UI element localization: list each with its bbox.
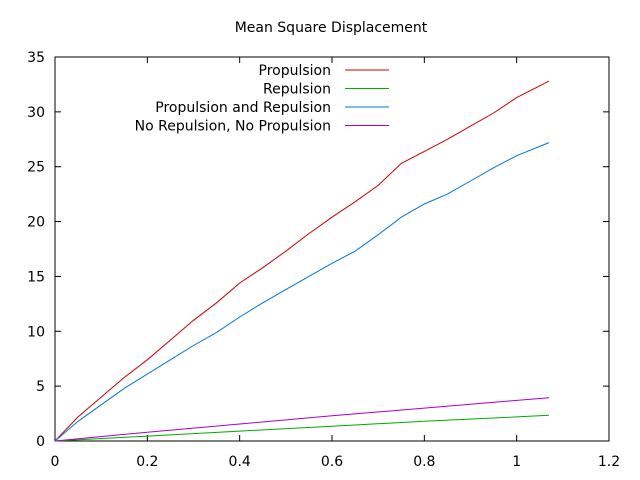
series-line-1 [54,414,550,442]
y-tick-label: 5 [36,379,45,395]
x-tick-label: 0.2 [136,454,158,470]
x-axis: 0 0.2 0.4 0.6 0.8 1 1.2 [51,57,620,470]
plot-area [54,56,610,442]
x-tick-label: 1 [512,454,521,470]
legend-label: No Repulsion, No Propulsion [135,119,331,135]
plot-border [54,56,610,442]
legend-label: Repulsion [263,82,331,98]
x-tick-label: 0.4 [229,454,251,470]
x-tick-label: 0.6 [321,454,343,470]
y-tick-label: 20 [27,215,45,231]
series-lines [54,80,550,442]
legend: Propulsion Repulsion Propulsion and Repuls… [135,63,389,135]
legend-label: Propulsion and Repulsion [155,100,331,116]
x-tick-label: 1.2 [598,454,620,470]
x-tick-label: 0.8 [413,454,435,470]
y-tick-label: 30 [27,105,45,121]
series-line-0 [54,80,550,442]
series-line-2 [54,142,550,442]
chart-title: Mean Square Displacement [235,20,428,36]
y-tick-label: 10 [27,324,45,340]
y-axis: 0 5 10 15 20 25 30 35 [27,50,609,450]
y-tick-label: 25 [27,160,45,176]
x-tick-label: 0 [51,454,60,470]
y-tick-label: 0 [36,434,45,450]
y-tick-label: 35 [27,50,45,66]
legend-label: Propulsion [259,63,331,79]
series-line-3 [54,397,550,442]
y-tick-label: 15 [27,269,45,285]
